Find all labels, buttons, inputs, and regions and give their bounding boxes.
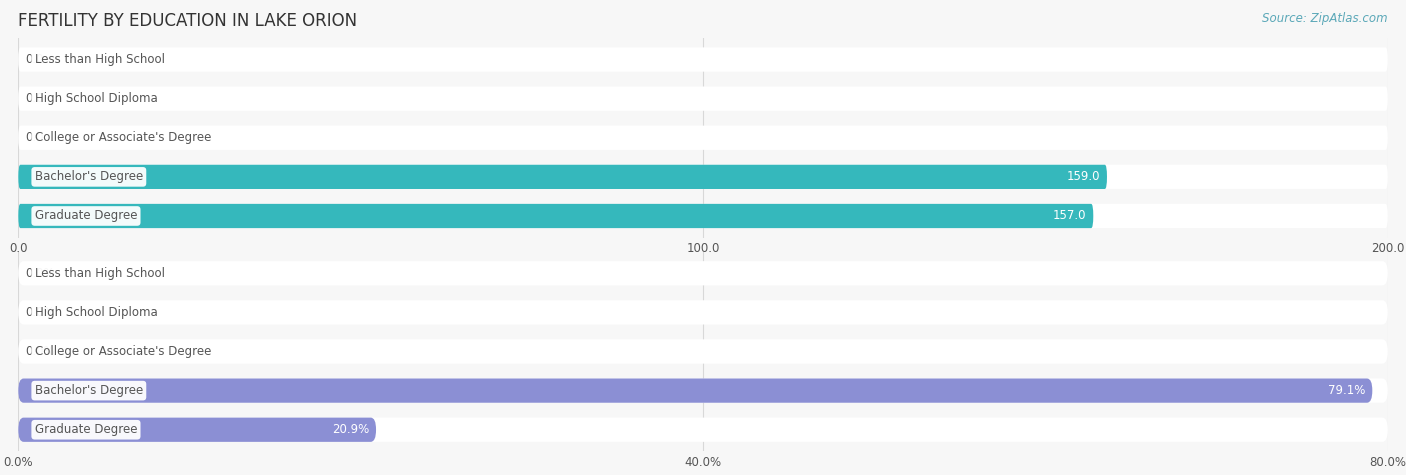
FancyBboxPatch shape xyxy=(18,204,1388,228)
Text: 79.1%: 79.1% xyxy=(1329,384,1365,397)
Text: High School Diploma: High School Diploma xyxy=(35,92,157,105)
Text: Less than High School: Less than High School xyxy=(35,267,165,280)
FancyBboxPatch shape xyxy=(18,165,1107,189)
Text: Graduate Degree: Graduate Degree xyxy=(35,209,138,222)
Text: FERTILITY BY EDUCATION IN LAKE ORION: FERTILITY BY EDUCATION IN LAKE ORION xyxy=(18,12,357,30)
FancyBboxPatch shape xyxy=(18,418,1388,442)
Text: 157.0: 157.0 xyxy=(1053,209,1087,222)
Text: 0.0: 0.0 xyxy=(25,92,44,105)
Text: Bachelor's Degree: Bachelor's Degree xyxy=(35,171,143,183)
Text: College or Associate's Degree: College or Associate's Degree xyxy=(35,345,211,358)
FancyBboxPatch shape xyxy=(18,300,1388,324)
Text: 0.0%: 0.0% xyxy=(25,267,55,280)
Text: 0.0%: 0.0% xyxy=(25,306,55,319)
Text: Source: ZipAtlas.com: Source: ZipAtlas.com xyxy=(1263,12,1388,25)
FancyBboxPatch shape xyxy=(18,204,1094,228)
FancyBboxPatch shape xyxy=(18,86,1388,111)
Text: 20.9%: 20.9% xyxy=(332,423,370,436)
Text: High School Diploma: High School Diploma xyxy=(35,306,157,319)
FancyBboxPatch shape xyxy=(18,165,1388,189)
Text: College or Associate's Degree: College or Associate's Degree xyxy=(35,131,211,144)
Text: Less than High School: Less than High School xyxy=(35,53,165,66)
Text: Bachelor's Degree: Bachelor's Degree xyxy=(35,384,143,397)
FancyBboxPatch shape xyxy=(18,261,1388,285)
FancyBboxPatch shape xyxy=(18,379,1372,403)
FancyBboxPatch shape xyxy=(18,339,1388,364)
Text: 0.0: 0.0 xyxy=(25,131,44,144)
FancyBboxPatch shape xyxy=(18,379,1388,403)
FancyBboxPatch shape xyxy=(18,48,1388,72)
FancyBboxPatch shape xyxy=(18,418,375,442)
Text: 159.0: 159.0 xyxy=(1067,171,1099,183)
Text: 0.0%: 0.0% xyxy=(25,345,55,358)
FancyBboxPatch shape xyxy=(18,125,1388,150)
Text: Graduate Degree: Graduate Degree xyxy=(35,423,138,436)
Text: 0.0: 0.0 xyxy=(25,53,44,66)
